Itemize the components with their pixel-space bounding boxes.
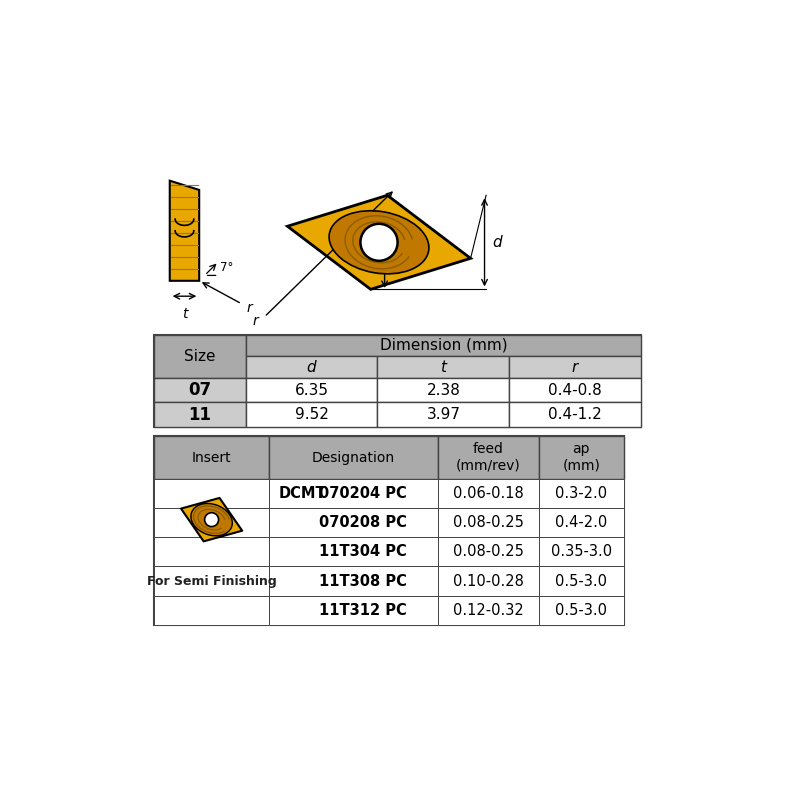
Text: 3.97: 3.97: [426, 407, 460, 422]
Text: 0.4-1.2: 0.4-1.2: [548, 407, 602, 422]
Bar: [154, 478, 269, 508]
Text: 2.38: 2.38: [426, 382, 460, 398]
Bar: [246, 356, 378, 378]
Text: r: r: [572, 359, 578, 374]
Text: 11: 11: [189, 406, 211, 424]
Bar: [154, 566, 269, 596]
Bar: [269, 596, 438, 625]
Text: 6.35: 6.35: [294, 382, 329, 398]
Text: 07: 07: [189, 381, 211, 399]
Bar: [378, 356, 509, 378]
Text: 11T304 PC: 11T304 PC: [319, 544, 407, 559]
Bar: [538, 538, 624, 566]
Ellipse shape: [191, 503, 232, 536]
Text: 070208 PC: 070208 PC: [319, 515, 407, 530]
Text: d: d: [492, 235, 502, 250]
Text: 0.35-3.0: 0.35-3.0: [550, 544, 612, 559]
Text: 0.10-0.28: 0.10-0.28: [453, 574, 524, 589]
Text: DCMT: DCMT: [278, 486, 326, 501]
Text: 11T312 PC: 11T312 PC: [319, 603, 407, 618]
Polygon shape: [287, 195, 470, 290]
Bar: [378, 402, 509, 427]
Bar: [509, 402, 641, 427]
Text: 11T308 PC: 11T308 PC: [319, 574, 407, 589]
Bar: [269, 508, 438, 538]
Bar: [269, 538, 438, 566]
Bar: [246, 402, 378, 427]
Text: Size: Size: [184, 349, 216, 364]
Text: 0.08-0.25: 0.08-0.25: [453, 544, 524, 559]
Bar: [438, 566, 538, 596]
Bar: [538, 566, 624, 596]
Text: d: d: [306, 359, 316, 374]
Bar: [378, 378, 509, 402]
Text: 7°: 7°: [220, 262, 234, 274]
Text: t: t: [440, 359, 446, 374]
Bar: [269, 566, 438, 596]
Bar: [538, 436, 624, 478]
Text: Designation: Designation: [312, 450, 395, 465]
Circle shape: [360, 224, 398, 261]
Text: r: r: [246, 301, 253, 314]
Bar: [154, 378, 246, 402]
Text: 55°: 55°: [394, 260, 418, 273]
Ellipse shape: [329, 210, 429, 274]
Bar: [154, 334, 246, 378]
Bar: [154, 538, 269, 566]
Text: 0.4-0.8: 0.4-0.8: [548, 382, 602, 398]
Bar: [509, 378, 641, 402]
Bar: [154, 508, 269, 538]
Bar: [438, 538, 538, 566]
Text: 0.5-3.0: 0.5-3.0: [555, 603, 607, 618]
Bar: [509, 356, 641, 378]
Bar: [154, 436, 624, 625]
Text: t: t: [182, 307, 187, 321]
Text: 0.5-3.0: 0.5-3.0: [555, 574, 607, 589]
Text: 9.52: 9.52: [294, 407, 329, 422]
Text: feed
(mm/rev): feed (mm/rev): [456, 442, 521, 473]
Bar: [269, 478, 438, 508]
Bar: [438, 596, 538, 625]
Text: 0.06-0.18: 0.06-0.18: [453, 486, 524, 501]
Bar: [538, 508, 624, 538]
Bar: [154, 334, 641, 427]
Bar: [269, 436, 438, 478]
Bar: [154, 402, 246, 427]
Bar: [438, 508, 538, 538]
Bar: [154, 436, 269, 478]
Text: 0.4-2.0: 0.4-2.0: [555, 515, 607, 530]
Text: 0.12-0.32: 0.12-0.32: [453, 603, 524, 618]
Text: r: r: [252, 314, 258, 328]
Text: Dimension (mm): Dimension (mm): [379, 338, 507, 353]
Bar: [538, 596, 624, 625]
Bar: [538, 478, 624, 508]
Text: 0.08-0.25: 0.08-0.25: [453, 515, 524, 530]
Text: For Semi Finishing: For Semi Finishing: [146, 574, 277, 587]
Text: ap
(mm): ap (mm): [562, 442, 600, 473]
Text: Insert: Insert: [192, 450, 231, 465]
Bar: [246, 378, 378, 402]
Bar: [154, 596, 269, 625]
Bar: [438, 436, 538, 478]
Text: 070204 PC: 070204 PC: [319, 486, 407, 501]
Polygon shape: [181, 498, 242, 542]
Text: 0.3-2.0: 0.3-2.0: [555, 486, 607, 501]
Circle shape: [205, 513, 218, 526]
Polygon shape: [170, 181, 199, 281]
Bar: [246, 334, 641, 356]
Bar: [438, 478, 538, 508]
